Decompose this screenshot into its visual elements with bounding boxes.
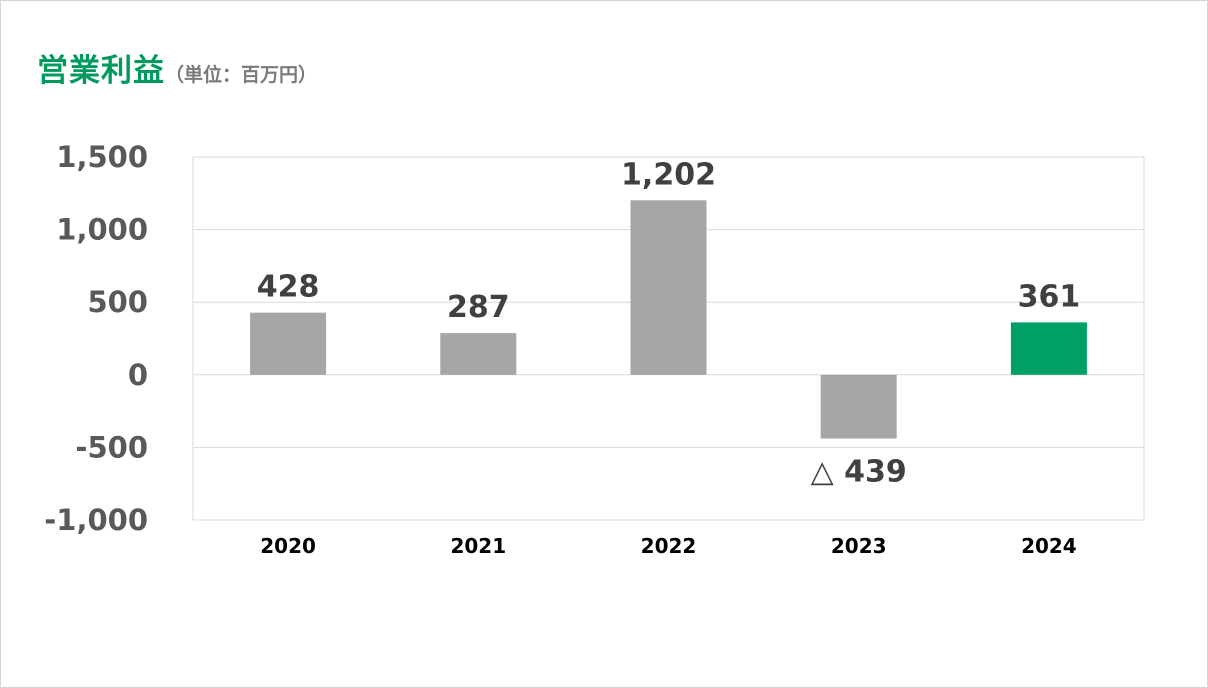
y-tick-label: -500 [75, 430, 148, 464]
y-tick-label: 0 [128, 358, 148, 392]
x-tick-label: 2021 [450, 534, 506, 558]
data-label: 287 [447, 290, 510, 325]
y-tick-label: 500 [87, 285, 148, 319]
bar [1010, 322, 1087, 375]
data-label: △ 439 [811, 455, 907, 490]
chart-unit-label: （単位：百万円） [165, 64, 318, 86]
y-tick-label: 1,500 [56, 140, 148, 174]
y-tick-label: 1,000 [56, 213, 148, 247]
chart-title: 営業利益 [37, 53, 165, 89]
bar [440, 333, 517, 375]
x-tick-label: 2020 [260, 534, 316, 558]
x-tick-label: 2022 [641, 534, 697, 558]
x-tick-label: 2024 [1021, 534, 1077, 558]
data-label: 361 [1018, 279, 1081, 314]
y-tick-label: -1,000 [44, 503, 148, 537]
bar [820, 374, 897, 439]
bar [630, 200, 707, 375]
bar [250, 312, 327, 375]
data-label: 1,202 [621, 157, 716, 192]
chart-title-group: 営業利益（単位：百万円） [37, 45, 317, 90]
x-tick-label: 2023 [831, 534, 887, 558]
data-label: 428 [257, 270, 320, 305]
